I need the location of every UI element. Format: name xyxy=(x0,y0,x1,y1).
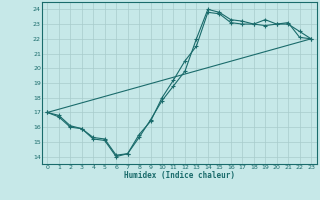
X-axis label: Humidex (Indice chaleur): Humidex (Indice chaleur) xyxy=(124,171,235,180)
